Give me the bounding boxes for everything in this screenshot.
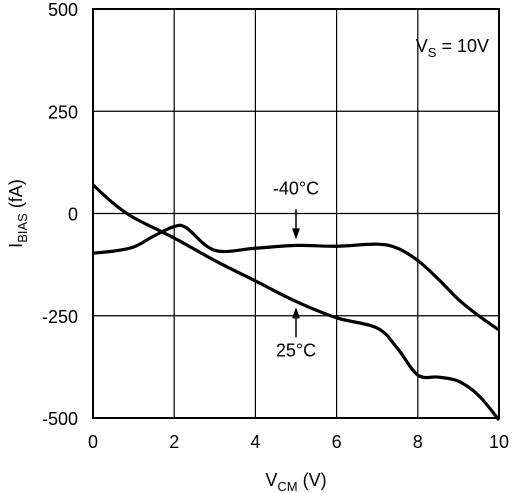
y-tick-label: 500 bbox=[48, 0, 78, 20]
series-label: 25°C bbox=[276, 340, 316, 360]
x-axis-label: VCM (V) bbox=[265, 470, 326, 493]
y-tick-label: 0 bbox=[68, 205, 78, 225]
tick-labels: 0 2 4 6 8 10 500 250 0 -250 -500 bbox=[42, 0, 509, 452]
x-tick-label: 6 bbox=[332, 432, 342, 452]
x-tick-label: 0 bbox=[88, 432, 98, 452]
label-arrow-head bbox=[292, 307, 300, 319]
plot-frame bbox=[92, 8, 500, 419]
y-tick-label: 250 bbox=[48, 102, 78, 122]
y-tick-label: -500 bbox=[42, 409, 78, 429]
x-tick-label: 8 bbox=[413, 432, 423, 452]
x-tick-label: 2 bbox=[169, 432, 179, 452]
series-labels: -40°C 25°C bbox=[273, 178, 319, 360]
y-axis-label: IBIAS (fA) bbox=[6, 179, 30, 248]
supply-voltage-annotation: VS = 10V bbox=[416, 36, 489, 60]
label-arrow-head bbox=[292, 228, 300, 240]
y-tick-label: -250 bbox=[42, 307, 78, 327]
series-label: -40°C bbox=[273, 178, 319, 198]
series-line-0 bbox=[91, 183, 501, 422]
x-tick-label: 10 bbox=[489, 432, 509, 452]
series-line-1 bbox=[92, 223, 500, 332]
series-lines bbox=[91, 183, 501, 422]
x-tick-label: 4 bbox=[250, 432, 260, 452]
